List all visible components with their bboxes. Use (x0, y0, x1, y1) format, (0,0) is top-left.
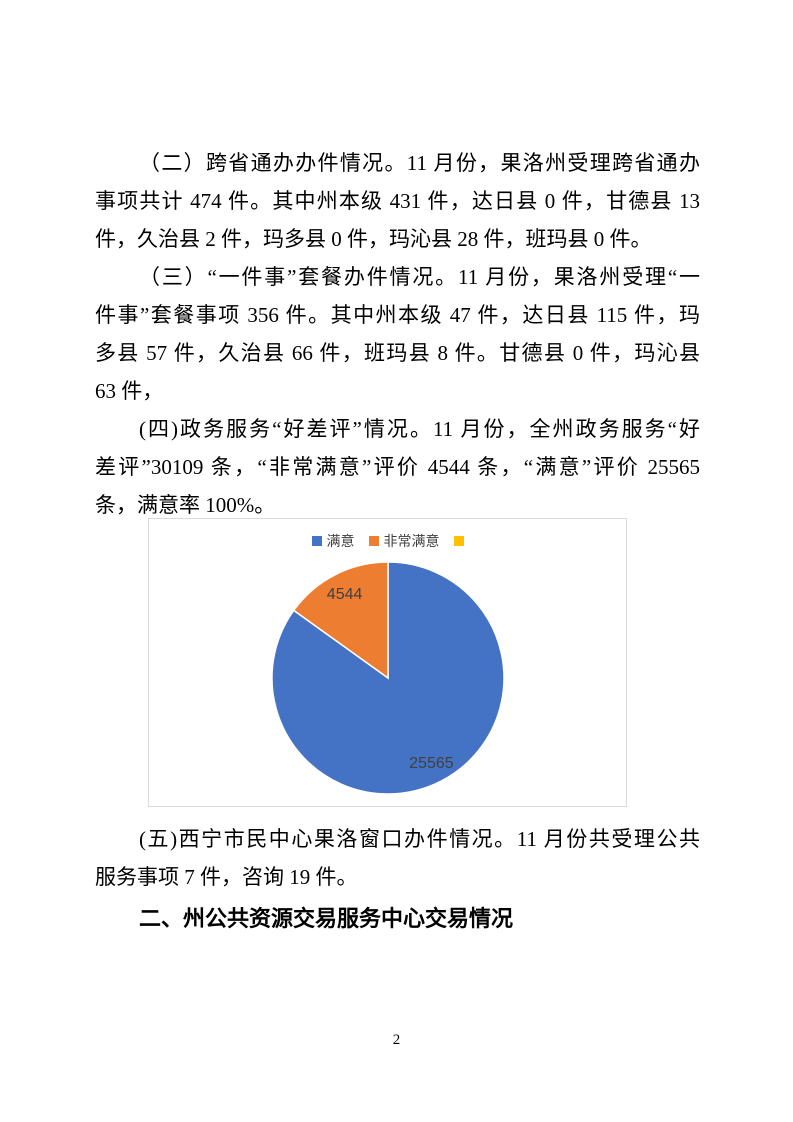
pie-slice (292, 561, 389, 680)
paragraph: （三）“一件事”套餐办件情况。11 月份，果洛州受理“一件事”套餐事项 356 … (95, 258, 700, 410)
document-body: （二）跨省通办办件情况。11 月份，果洛州受理跨省通办事项共计 474 件。其中… (95, 144, 700, 938)
text-line: （三）“一件事”套餐办件情况。11 月份，果洛州受理“一 (139, 265, 700, 289)
paragraph: (五)西宁市民中心果洛窗口办件情况。11 月份共受理公共服务事项 7 件，咨询 … (95, 820, 700, 896)
section-heading: 二、州公共资源交易服务中心交易情况 (139, 906, 514, 931)
text-line: 件，久治县 2 件，玛多县 0 件，玛沁县 28 件，班玛县 0 件。 (95, 227, 652, 251)
pie-chart-svg: 25565 4544 (271, 561, 505, 795)
text-line: 63 件， (95, 379, 164, 403)
text-section-before-chart: （二）跨省通办办件情况。11 月份，果洛州受理跨省通办事项共计 474 件。其中… (95, 144, 700, 524)
legend-label: 满意 (326, 533, 355, 549)
pie-data-label: 4544 (327, 586, 363, 603)
pie-data-label: 25565 (409, 755, 454, 772)
legend-swatch-icon (368, 536, 379, 546)
legend-swatch-icon (453, 536, 464, 546)
legend-item: 满意 (311, 531, 355, 551)
legend-item: 非常满意 (368, 531, 440, 551)
text-section-after-chart: (五)西宁市民中心果洛窗口办件情况。11 月份共受理公共服务事项 7 件，咨询 … (95, 820, 700, 896)
text-line: (五)西宁市民中心果洛窗口办件情况。11 月份共受理公共 (139, 827, 700, 851)
text-line: 条，满意率 100%。 (95, 493, 276, 517)
pie-slice (271, 561, 505, 795)
paragraph: (四)政务服务“好差评”情况。11 月份，全州政务服务“好差评”30109 条，… (95, 410, 700, 524)
paragraph: （二）跨省通办办件情况。11 月份，果洛州受理跨省通办事项共计 474 件。其中… (95, 144, 700, 258)
text-line: 多县 57 件，久治县 66 件，班玛县 8 件。甘德县 0 件，玛沁县 (95, 341, 700, 365)
pie-chart: 满意 非常满意 25565 4544 (148, 518, 627, 807)
text-line: 服务事项 7 件，咨询 19 件。 (95, 865, 358, 889)
page-number: 2 (392, 1032, 401, 1048)
legend-item (453, 536, 464, 546)
text-line: (四)政务服务“好差评”情况。11 月份，全州政务服务“好 (139, 417, 700, 441)
text-line: （二）跨省通办办件情况。11 月份，果洛州受理跨省通办 (139, 151, 700, 175)
legend-label: 非常满意 (383, 533, 440, 549)
chart-legend: 满意 非常满意 (149, 531, 626, 551)
legend-swatch-icon (311, 536, 322, 546)
text-line: 件事”套餐事项 356 件。其中州本级 47 件，达日县 115 件，玛 (95, 303, 700, 327)
text-line: 事项共计 474 件。其中州本级 431 件，达日县 0 件，甘德县 13 (95, 189, 700, 213)
text-line: 差评”30109 条，“非常满意”评价 4544 条，“满意”评价 25565 (95, 455, 700, 479)
